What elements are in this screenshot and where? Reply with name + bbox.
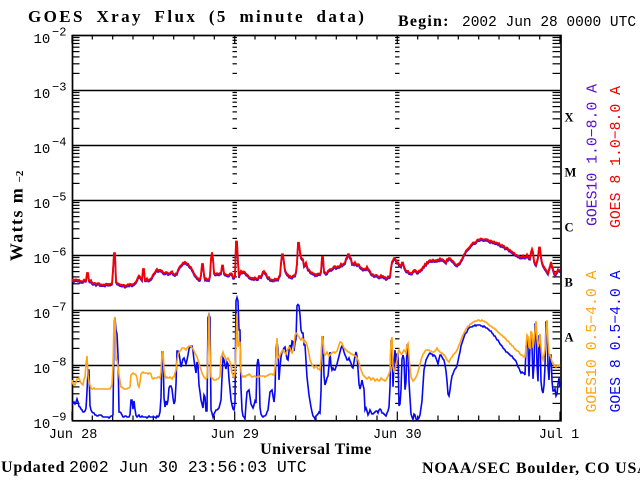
svg-text:−3: −3 (52, 81, 66, 95)
svg-text:GOES10 0.5−4.0 A: GOES10 0.5−4.0 A (585, 270, 601, 412)
svg-text:Updated: Updated (1, 459, 65, 476)
svg-text:2002 Jun 30 23:56:03 UTC: 2002 Jun 30 23:56:03 UTC (69, 458, 307, 477)
svg-text:−7: −7 (52, 301, 66, 315)
svg-text:C: C (565, 221, 574, 235)
svg-text:GOES 8 0.5−4.0 A: GOES 8 0.5−4.0 A (609, 270, 625, 412)
svg-text:Universal Time: Universal Time (260, 441, 372, 458)
svg-text:−6: −6 (52, 246, 66, 260)
svg-text:M: M (565, 166, 577, 180)
svg-text:−9: −9 (52, 411, 66, 425)
svg-text:10: 10 (34, 32, 51, 48)
svg-text:GOES10 1.0−8.0 A: GOES10 1.0−8.0 A (586, 84, 602, 226)
svg-text:−5: −5 (52, 191, 66, 205)
svg-text:10: 10 (34, 362, 51, 378)
svg-text:GOES 8 1.0−8.0 A: GOES 8 1.0−8.0 A (609, 86, 625, 228)
svg-text:Jun 28: Jun 28 (49, 428, 98, 443)
svg-text:X: X (565, 111, 574, 125)
svg-text:−2: −2 (52, 26, 66, 40)
svg-text:−4: −4 (52, 136, 66, 150)
svg-text:Watts m: Watts m (7, 187, 27, 261)
svg-text:2002 Jun 28 0000 UTC: 2002 Jun 28 0000 UTC (462, 15, 636, 31)
svg-text:Begin:: Begin: (398, 13, 450, 30)
svg-text:10: 10 (34, 417, 51, 433)
svg-text:Jul 1: Jul 1 (539, 428, 580, 443)
svg-text:B: B (565, 276, 573, 290)
svg-text:Jun 30: Jun 30 (373, 428, 422, 443)
svg-text:Jun 29: Jun 29 (210, 428, 259, 443)
svg-text:−2: −2 (14, 170, 26, 182)
svg-text:A: A (565, 331, 574, 345)
svg-text:GOES Xray Flux (5 minute data): GOES Xray Flux (5 minute data) (28, 7, 366, 26)
svg-text:NOAA/SEC Boulder, CO USA: NOAA/SEC Boulder, CO USA (422, 460, 640, 477)
svg-text:10: 10 (34, 142, 51, 158)
svg-text:10: 10 (34, 252, 51, 268)
svg-text:10: 10 (34, 197, 51, 213)
svg-text:10: 10 (34, 307, 51, 323)
svg-text:−8: −8 (52, 356, 66, 370)
svg-text:10: 10 (34, 87, 51, 103)
